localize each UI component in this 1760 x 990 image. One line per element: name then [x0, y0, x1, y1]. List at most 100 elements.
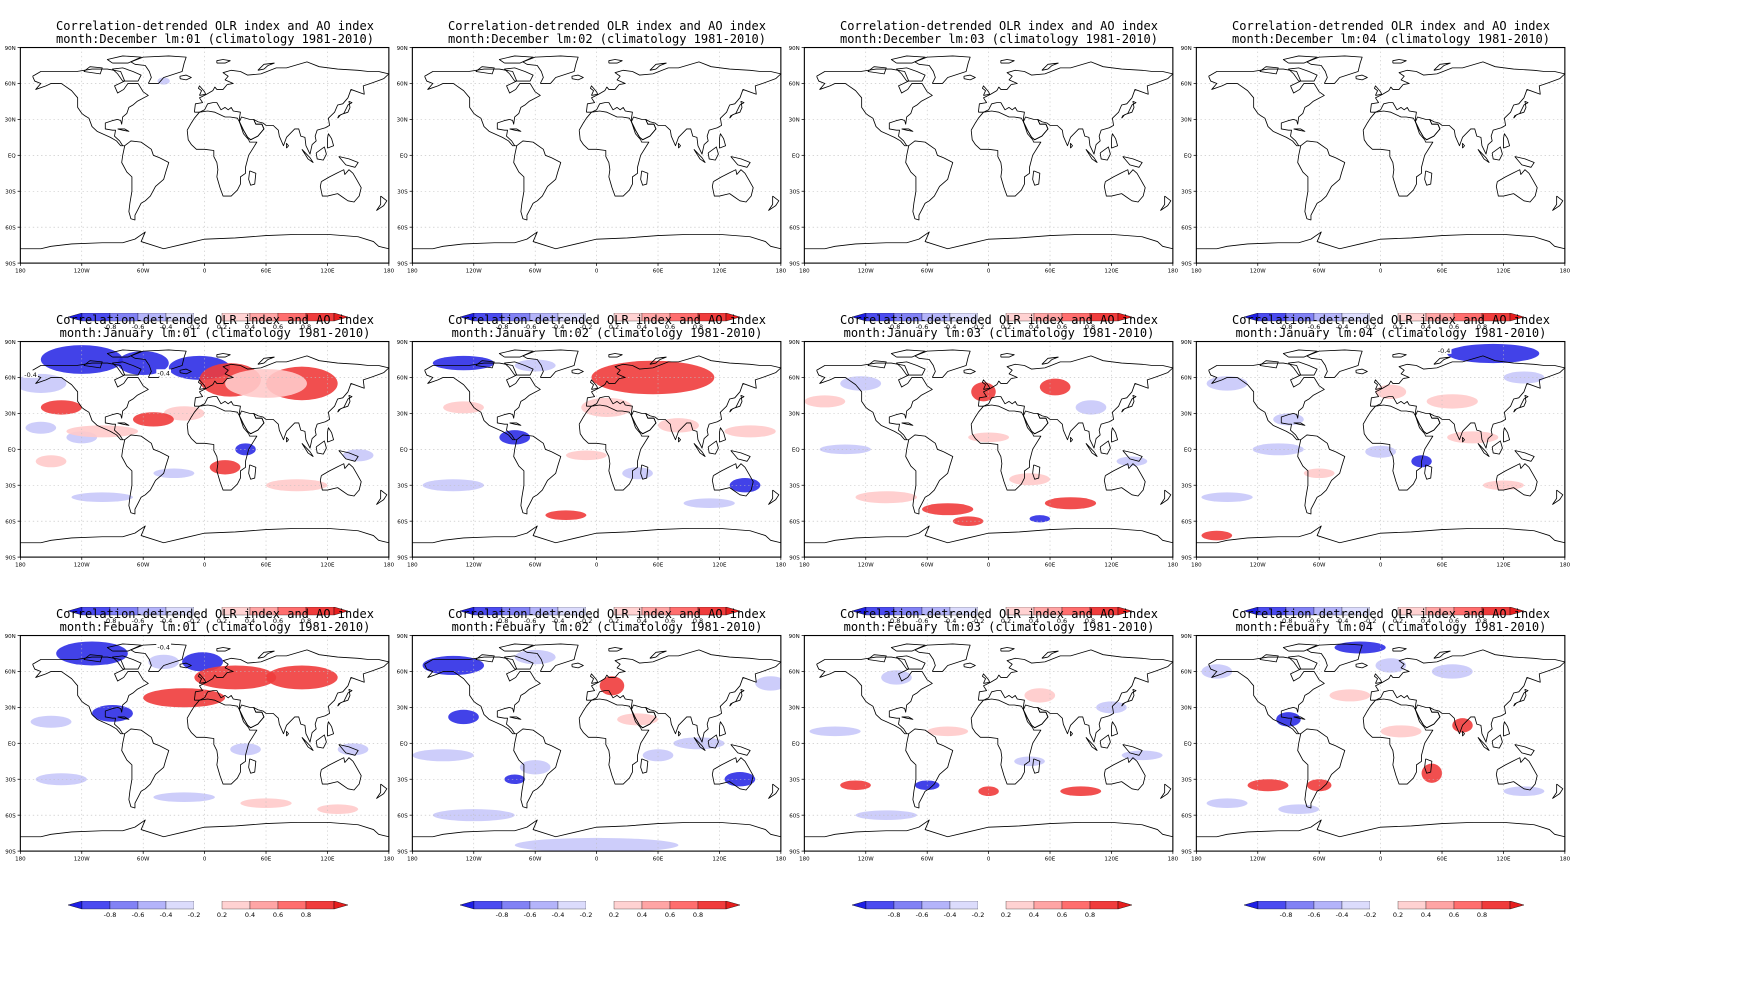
colorbar-swatch: [978, 313, 1006, 321]
coastline-borneo: [1099, 146, 1111, 161]
colorbar-tick-label: -0.2: [188, 323, 201, 331]
anomaly-region: [1116, 456, 1148, 467]
coastline-africa: [186, 404, 258, 491]
coastline-iceland: [963, 368, 976, 375]
anomaly-region: [1024, 688, 1056, 703]
colorbar-swatch: [277, 901, 307, 910]
lat-tick-label: 90N: [1181, 46, 1192, 52]
coastline-arabia: [631, 410, 657, 435]
anomaly-region: [840, 376, 882, 391]
anomaly-field: [809, 670, 1163, 820]
colorbar: -0.8 -0.6 -0.4 -0.2 0.2 0.4 0.6 0.8: [1244, 901, 1525, 919]
coastline-antarctica: [1196, 525, 1565, 544]
anomaly-region: [927, 726, 969, 737]
colorbar-tick-label: -0.8: [496, 911, 509, 919]
lon-tick-label: 180: [1191, 562, 1202, 568]
coastline-greenland: [1306, 349, 1363, 378]
colorbar-tick-label: -0.2: [580, 617, 593, 625]
coastline-sri-lanka: [678, 730, 681, 737]
colorbar-tick-label: 0.6: [273, 323, 283, 331]
coastline-japan: [729, 101, 745, 119]
coastline-sumatra: [1085, 443, 1098, 457]
colorbar-tick-label: 0.8: [1085, 911, 1095, 919]
coastline-svalbard: [1392, 353, 1407, 358]
coastline-novaya-zemlya: [649, 356, 667, 365]
anomaly-region: [143, 688, 226, 708]
colorbar-tick-label: -0.8: [104, 911, 117, 919]
anomaly-region: [92, 704, 133, 722]
coastline-iceland: [1355, 662, 1368, 669]
coastline-ellesmere: [498, 643, 534, 652]
coastline-sumatra: [1477, 737, 1490, 751]
lon-tick-label: 60W: [921, 562, 934, 568]
lon-tick-label: 180: [384, 856, 395, 862]
coastline-madagascar: [1424, 170, 1433, 186]
anomaly-region: [66, 425, 139, 438]
colorbar-swatch: [557, 901, 587, 910]
colorbar-swatch: [1257, 901, 1287, 910]
coastline-sri-lanka: [286, 730, 289, 737]
coastline-eurasia: [977, 355, 1174, 449]
lon-tick-label: 60E: [1437, 856, 1448, 862]
colorbar-swatch: [1285, 901, 1315, 910]
coastline-south-america: [513, 140, 562, 221]
lat-tick-label: EQ: [400, 742, 408, 748]
lon-tick-label: 60E: [261, 268, 272, 274]
anomaly-region: [182, 652, 224, 672]
lat-tick-label: EQ: [792, 448, 800, 454]
lon-tick-label: 60W: [1313, 856, 1326, 862]
coastline-japan: [337, 395, 353, 413]
coastline-svalbard: [216, 353, 231, 358]
colorbar-tick-label: 0.2: [609, 911, 619, 919]
lon-tick-label: 60W: [137, 268, 150, 274]
coastline-new-guinea: [338, 744, 359, 756]
colorbar-tick-label: 0.2: [1393, 617, 1403, 625]
colorbar-tick-label: 0.6: [665, 617, 675, 625]
lon-tick-label: 60W: [529, 268, 542, 274]
colorbar-tick-label: -0.6: [524, 617, 537, 625]
coastline-new-guinea: [730, 744, 751, 756]
anomaly-region: [448, 709, 479, 725]
lon-tick-label: 60W: [137, 562, 150, 568]
coastline-south-america: [121, 434, 170, 515]
colorbar-tick-label: 0.4: [1029, 323, 1039, 331]
anomaly-region: [163, 406, 205, 421]
colorbar-tick-label: 0.8: [693, 911, 703, 919]
colorbar-swatch: [1005, 901, 1035, 910]
colorbar-swatch: [194, 313, 222, 321]
coastline-greenland: [522, 643, 579, 672]
coastline-sumatra: [301, 737, 314, 751]
coastline-svalbard: [1000, 59, 1015, 64]
coastline-africa: [578, 698, 650, 785]
colorbar-tick-label: -0.4: [1336, 617, 1349, 625]
coastline-britain: [198, 379, 207, 390]
lon-tick-label: 60E: [261, 562, 272, 568]
coastline-south-america: [1297, 728, 1346, 809]
colorbar-tick-label: 0.6: [1057, 617, 1067, 625]
lon-tick-label: 60E: [653, 856, 664, 862]
colorbar-tick-label: 0.4: [1421, 617, 1431, 625]
colorbar-tick-label: -0.2: [972, 617, 985, 625]
coastline-eurasia: [193, 61, 390, 155]
coastlines: [1196, 349, 1566, 544]
panel-subtitle: month:December lm:03 (climatology 1981-2…: [840, 32, 1158, 46]
lon-tick-label: 120E: [1496, 268, 1511, 274]
coastline-britain: [1374, 85, 1383, 96]
coastline-iceland: [963, 74, 976, 81]
coastline-britain: [198, 673, 207, 684]
coastline-ellesmere: [106, 643, 142, 652]
panel-title: Correlation-detrended OLR index and AO i…: [448, 313, 766, 327]
coastline-greenland: [914, 55, 971, 84]
lat-tick-label: EQ: [792, 154, 800, 160]
colorbar-swatch: [137, 901, 167, 910]
lon-tick-label: 0: [595, 562, 599, 568]
lat-tick-label: 90N: [789, 634, 800, 640]
lon-tick-label: 180: [1191, 856, 1202, 862]
lat-tick-label: 90S: [1181, 261, 1192, 267]
anomaly-region: [1121, 750, 1163, 761]
coastline-australia: [1495, 757, 1538, 791]
anomaly-region: [422, 479, 485, 492]
coastline-africa: [186, 110, 258, 197]
colorbar-tick-label: 0.4: [637, 617, 647, 625]
